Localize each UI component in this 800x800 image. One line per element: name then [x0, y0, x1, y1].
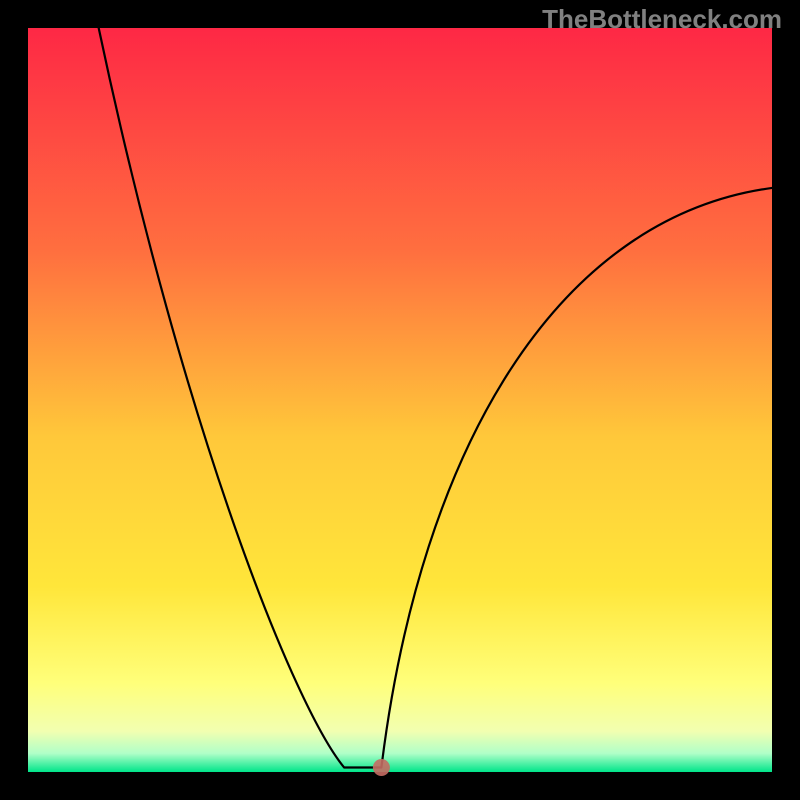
chart-container: { "watermark": { "text": "TheBottleneck.…: [0, 0, 800, 800]
bottleneck-chart: [0, 0, 800, 800]
plot-background: [28, 28, 772, 772]
optimal-point-dot: [373, 759, 390, 776]
watermark-text: TheBottleneck.com: [542, 4, 782, 35]
